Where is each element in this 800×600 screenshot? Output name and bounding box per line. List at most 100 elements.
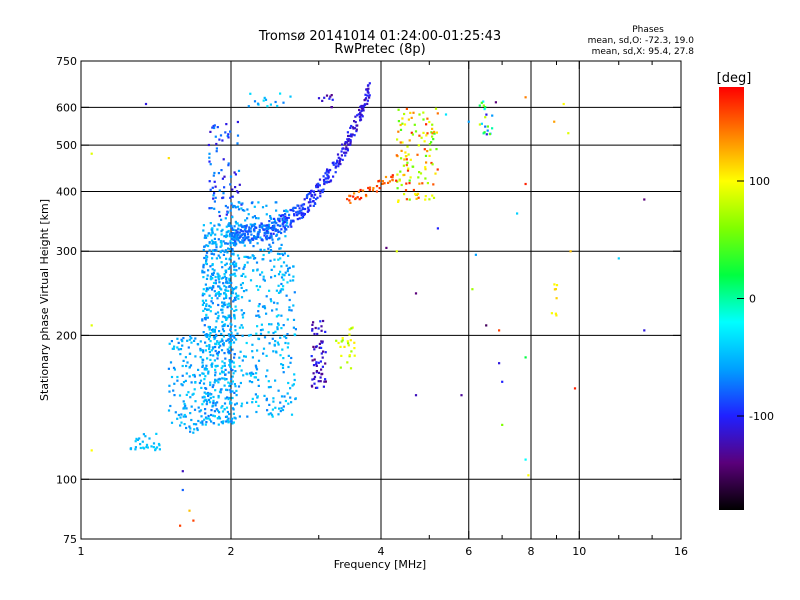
data-point — [190, 418, 193, 422]
data-point — [257, 217, 260, 220]
data-point — [233, 317, 236, 320]
data-point — [319, 195, 322, 198]
data-point — [207, 143, 210, 147]
data-point — [290, 219, 293, 222]
data-point — [410, 116, 413, 119]
data-point — [229, 391, 232, 394]
data-point — [484, 116, 487, 119]
stats-title: Phases — [632, 25, 664, 35]
chart-title: Tromsø 20141014 01:24:00-01:25:43 — [258, 29, 501, 44]
data-point — [241, 282, 244, 285]
data-point — [90, 324, 93, 327]
data-point — [226, 206, 229, 209]
data-point — [231, 334, 234, 337]
data-point — [234, 370, 237, 373]
data-point — [237, 208, 241, 211]
data-point — [242, 312, 246, 315]
data-point — [272, 397, 275, 400]
data-point — [202, 372, 205, 375]
data-point — [230, 382, 233, 385]
data-point — [298, 217, 301, 220]
data-point — [229, 351, 232, 354]
data-point — [144, 435, 147, 438]
data-point — [227, 289, 230, 292]
data-point — [212, 125, 215, 128]
data-point — [250, 233, 253, 236]
data-point — [201, 294, 204, 297]
data-point — [250, 371, 253, 374]
data-point — [324, 172, 327, 175]
data-point — [211, 242, 214, 245]
data-point — [279, 92, 282, 95]
data-point — [176, 337, 179, 340]
data-point — [397, 108, 400, 111]
data-point — [433, 130, 436, 133]
data-point — [359, 105, 362, 108]
data-point — [217, 350, 220, 354]
data-point — [484, 125, 487, 128]
data-point — [425, 161, 428, 164]
data-point — [204, 408, 207, 411]
data-point — [179, 353, 182, 356]
data-point — [292, 209, 295, 213]
data-point — [220, 242, 223, 245]
data-point — [307, 208, 310, 211]
data-point — [401, 117, 404, 120]
data-point — [262, 275, 265, 278]
data-point — [217, 352, 220, 355]
data-point — [241, 359, 244, 362]
data-point — [325, 94, 329, 97]
data-point — [356, 124, 359, 127]
data-point — [285, 294, 288, 297]
data-point — [285, 264, 288, 267]
data-point — [216, 409, 220, 412]
data-point — [351, 126, 355, 129]
data-point — [213, 381, 216, 384]
data-point — [280, 395, 284, 398]
data-point — [202, 224, 205, 227]
data-point — [215, 293, 218, 296]
data-point — [483, 108, 486, 111]
data-point — [405, 164, 408, 167]
data-point — [516, 212, 519, 215]
data-point — [210, 409, 213, 412]
data-point — [296, 204, 299, 207]
data-point — [155, 432, 158, 435]
data-point — [237, 233, 240, 236]
data-point — [327, 171, 330, 174]
data-point — [206, 308, 209, 311]
data-point — [208, 156, 211, 159]
data-point — [216, 297, 219, 300]
data-point — [240, 207, 243, 210]
data-point — [397, 199, 400, 202]
data-point — [294, 397, 297, 400]
data-point — [232, 252, 235, 255]
data-point — [205, 259, 208, 262]
data-point — [255, 314, 258, 317]
data-point — [486, 125, 489, 128]
data-point — [172, 347, 175, 350]
data-point — [263, 336, 267, 339]
data-point — [281, 366, 285, 369]
data-point — [241, 209, 244, 212]
data-point — [322, 178, 326, 182]
data-point — [273, 265, 276, 268]
data-point — [283, 230, 286, 233]
data-point — [207, 288, 210, 291]
data-point — [281, 288, 285, 291]
data-point — [204, 367, 207, 370]
data-point — [182, 400, 185, 403]
data-point — [205, 288, 208, 291]
data-point — [204, 318, 207, 321]
data-point — [239, 381, 242, 385]
data-point — [234, 325, 237, 328]
data-point — [221, 304, 224, 308]
data-point — [214, 135, 217, 138]
data-point — [366, 94, 369, 97]
data-point — [225, 339, 228, 342]
data-point — [172, 389, 175, 392]
data-point — [223, 235, 226, 238]
data-point — [347, 342, 350, 345]
data-point — [212, 281, 216, 285]
